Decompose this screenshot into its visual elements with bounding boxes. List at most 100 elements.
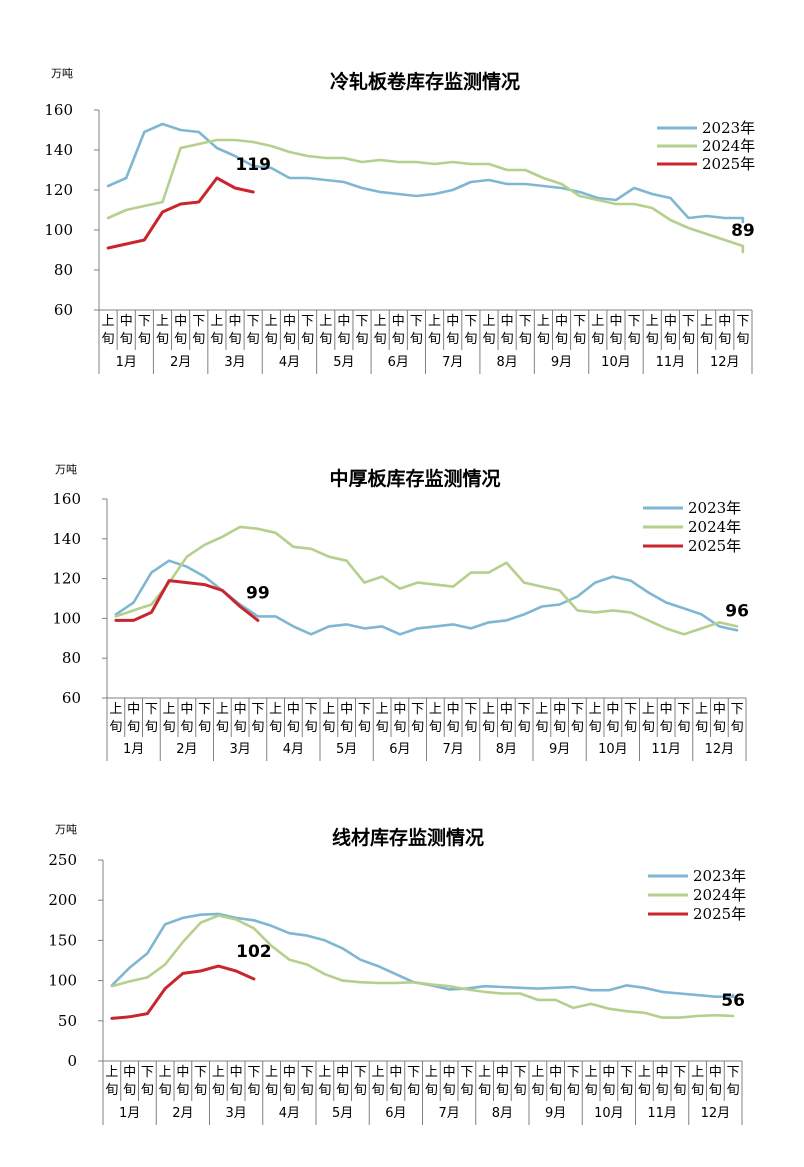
x-category-label-2: 旬 (446, 332, 459, 347)
x-month-label: 10月 (601, 355, 631, 370)
x-category-label-2: 旬 (230, 1083, 243, 1098)
x-month-label: 11月 (647, 1106, 677, 1121)
x-category-label: 下 (464, 702, 477, 717)
x-category-label-2: 旬 (656, 1083, 669, 1098)
x-month-label: 10月 (598, 742, 628, 757)
series-line-2025 (114, 579, 260, 622)
y-tick-label: 200 (48, 891, 77, 909)
x-month-label: 8月 (496, 742, 517, 757)
x-category-label: 下 (192, 314, 205, 329)
x-category-label: 上 (210, 314, 223, 329)
x-category-label: 中 (174, 314, 187, 329)
x-category-label-2: 旬 (731, 720, 744, 735)
x-category-label-2: 旬 (340, 720, 353, 735)
x-category-label-2: 旬 (247, 1083, 260, 1098)
chart-title: 中厚板库存监测情况 (329, 467, 500, 490)
x-category-label: 中 (337, 314, 350, 329)
x-category-label-2: 旬 (265, 1083, 278, 1098)
x-category-label: 中 (446, 314, 459, 329)
x-category-label: 上 (265, 1065, 278, 1080)
x-category-label-2: 旬 (123, 1083, 136, 1098)
x-category-label-2: 旬 (192, 332, 205, 347)
legend-label-2023: 2023年 (693, 867, 746, 885)
y-tick-label: 150 (48, 931, 77, 949)
legend-label-2024: 2024年 (688, 518, 741, 536)
x-category-label: 中 (501, 314, 514, 329)
x-category-label: 上 (318, 1065, 331, 1080)
x-month-label: 9月 (549, 742, 570, 757)
x-category-label-2: 旬 (464, 332, 477, 347)
data-label-annotation: 89 (731, 221, 755, 241)
x-category-label: 下 (301, 314, 314, 329)
x-month-label: 2月 (170, 355, 191, 370)
x-category-label: 中 (283, 314, 296, 329)
x-category-label-2: 旬 (374, 332, 387, 347)
x-category-label: 中 (709, 1065, 722, 1080)
x-category-label-2: 旬 (194, 1083, 207, 1098)
x-category-label: 上 (376, 702, 389, 717)
x-category-label-2: 旬 (606, 720, 619, 735)
x-category-label-2: 旬 (736, 332, 749, 347)
y-tick-label: 140 (52, 530, 81, 548)
x-category-label-2: 旬 (642, 720, 655, 735)
x-month-label: 5月 (332, 1106, 353, 1121)
x-category-label: 上 (429, 702, 442, 717)
x-category-label-2: 旬 (709, 1083, 722, 1098)
x-category-label-2: 旬 (695, 720, 708, 735)
x-category-label: 中 (393, 702, 406, 717)
x-category-label: 上 (105, 1065, 118, 1080)
x-category-label: 上 (482, 702, 495, 717)
y-tick-label: 60 (54, 301, 73, 319)
x-category-label: 上 (638, 1065, 651, 1080)
x-category-label-2: 旬 (176, 1083, 189, 1098)
x-category-label: 上 (531, 1065, 544, 1080)
x-category-label-2: 旬 (216, 720, 229, 735)
x-category-label: 中 (718, 314, 731, 329)
x-category-label: 下 (247, 314, 260, 329)
x-category-label-2: 旬 (609, 332, 622, 347)
x-category-label-2: 旬 (673, 1083, 686, 1098)
x-category-label-2: 旬 (269, 720, 282, 735)
x-category-label: 中 (443, 1065, 456, 1080)
x-month-label: 7月 (442, 355, 463, 370)
legend-label-2024: 2024年 (702, 137, 755, 155)
x-month-label: 3月 (225, 1106, 246, 1121)
x-category-label-2: 旬 (664, 332, 677, 347)
x-category-label: 中 (123, 1065, 136, 1080)
y-unit-label: 万吨 (55, 823, 77, 836)
x-category-label: 下 (305, 702, 318, 717)
x-category-label: 中 (230, 1065, 243, 1080)
x-category-label-2: 旬 (319, 332, 332, 347)
x-category-label-2: 旬 (519, 332, 532, 347)
x-category-label: 上 (159, 1065, 172, 1080)
x-category-label-2: 旬 (102, 332, 115, 347)
x-category-label-2: 旬 (159, 1083, 172, 1098)
x-category-label-2: 旬 (537, 332, 550, 347)
x-category-label: 中 (234, 702, 247, 717)
x-category-label: 中 (496, 1065, 509, 1080)
x-category-label: 中 (392, 314, 405, 329)
x-category-label-2: 旬 (287, 720, 300, 735)
chart-medium-plate-inventory: 中厚板库存监测情况万吨6080100120140160上旬中旬下旬上旬中旬下旬上… (52, 463, 749, 761)
x-category-label: 中 (500, 702, 513, 717)
x-category-label-2: 旬 (389, 1083, 402, 1098)
x-category-label-2: 旬 (301, 1083, 314, 1098)
x-category-label-2: 旬 (482, 332, 495, 347)
x-month-label: 2月 (176, 742, 197, 757)
y-unit-label: 万吨 (51, 67, 73, 80)
x-category-label: 下 (567, 1065, 580, 1080)
x-category-label-2: 旬 (514, 1083, 527, 1098)
x-category-label-2: 旬 (478, 1083, 491, 1098)
x-month-label: 6月 (388, 355, 409, 370)
x-month-label: 8月 (496, 355, 517, 370)
x-category-label: 中 (340, 702, 353, 717)
x-category-label: 上 (163, 702, 176, 717)
x-category-label-2: 旬 (518, 720, 531, 735)
x-category-label-2: 旬 (429, 720, 442, 735)
x-category-label: 上 (478, 1065, 491, 1080)
x-category-label: 上 (374, 314, 387, 329)
x-category-label-2: 旬 (141, 1083, 154, 1098)
x-category-label: 下 (677, 702, 690, 717)
x-category-label-2: 旬 (677, 720, 690, 735)
y-tick-label: 140 (44, 141, 73, 159)
